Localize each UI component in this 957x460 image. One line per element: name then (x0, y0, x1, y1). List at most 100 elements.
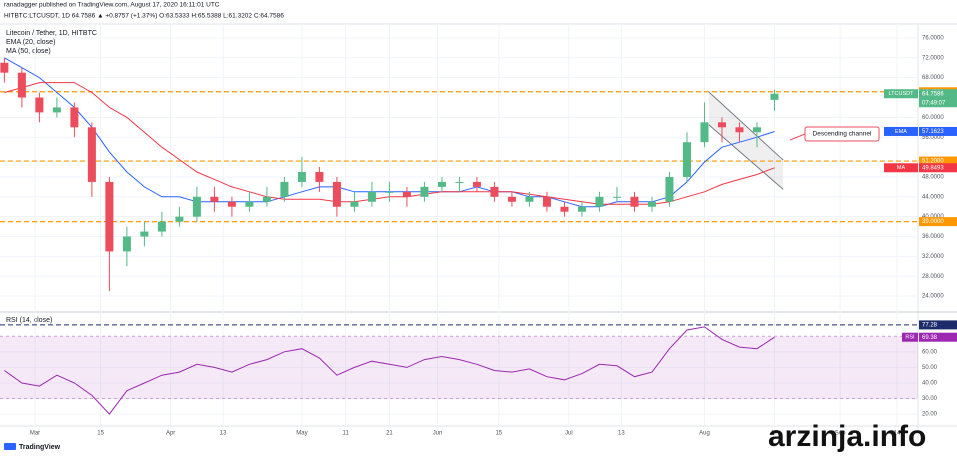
chart-title: Litecoin / Tether, 1D, HITBTC (6, 30, 97, 37)
candle-body (157, 221, 166, 232)
candle-body (700, 122, 709, 143)
candle-body (105, 181, 114, 252)
x-tick-label: Sep (835, 431, 846, 437)
candle-body (245, 201, 254, 207)
candle-body (35, 97, 44, 113)
price-badge (919, 89, 957, 108)
rsi-title: RSI (14, close) (6, 317, 52, 324)
level-badge-label: 51.2000 (922, 159, 944, 165)
candle-body (227, 201, 236, 207)
y-tick-label: 44.0000 (922, 194, 944, 200)
y-tick-label: 68.0000 (922, 75, 944, 81)
y-tick-label: 60.00 (922, 349, 938, 355)
y-tick-label: 28.0000 (922, 274, 944, 280)
annotation-pointer (789, 133, 806, 141)
x-tick-label: Jul (565, 431, 573, 437)
candle-body (542, 196, 551, 207)
y-tick-label: 30.00 (922, 396, 938, 402)
logo-mark (4, 443, 16, 450)
annotation: Descending channel (813, 131, 872, 138)
legend-entry: EMA (20, close) (6, 39, 55, 46)
candle-body (682, 142, 691, 177)
candle-body (52, 107, 61, 113)
candle-body (70, 107, 79, 128)
y-tick-label: 72.0000 (922, 55, 944, 61)
candle-body (420, 186, 429, 197)
candle-body (735, 127, 744, 133)
candle-body (665, 176, 674, 202)
y-tick-label: 48.0000 (922, 175, 944, 181)
price-badge (919, 126, 957, 136)
x-tick-label: 13 (220, 431, 227, 437)
candle-body (87, 127, 96, 182)
y-tick-label: 60.0000 (922, 115, 944, 121)
candle-body (192, 196, 201, 217)
price-badge (919, 163, 957, 173)
y-tick-label: 36.0000 (922, 234, 944, 240)
candle-body (332, 181, 341, 207)
countdown: 07:49:07 (922, 100, 946, 106)
candle-body (525, 196, 534, 202)
candle-body (280, 181, 289, 197)
x-tick-label: 14 (894, 431, 901, 437)
candle-body (402, 191, 411, 197)
candle-body (0, 62, 9, 73)
x-tick-label: Mar (30, 431, 40, 437)
y-tick-label: 24.0000 (922, 294, 944, 300)
x-tick-label: 13 (618, 431, 625, 437)
badge-name: LTCUSDT (889, 91, 915, 97)
candle-body (560, 206, 569, 212)
brand: TradingView (19, 444, 61, 451)
badge-name: MA (897, 165, 906, 171)
y-tick-label: 50.00 (922, 365, 938, 371)
x-tick-label: 15 (495, 431, 502, 437)
candle-body (490, 186, 499, 197)
rsi-level-label: 77.28 (922, 322, 938, 328)
candle-body (175, 216, 184, 222)
badge-name-box (884, 126, 918, 136)
price-badge-label: 57.1623 (922, 129, 944, 135)
x-tick-label: Jun (433, 431, 443, 437)
level-badge-label: 39.0000 (922, 219, 944, 225)
candle-body (595, 196, 604, 207)
y-tick-label: 32.0000 (922, 254, 944, 260)
candle-body (297, 171, 306, 182)
candle-body (350, 201, 359, 207)
x-tick-label: 11 (343, 431, 350, 437)
rsi-name-box (902, 332, 918, 342)
y-tick-label: 40.00 (922, 381, 938, 387)
y-tick-label: 56.0000 (922, 135, 944, 141)
candle-body (437, 181, 446, 187)
candle-body (770, 93, 779, 100)
candle-body (140, 231, 149, 237)
rsi-name: RSI (905, 335, 915, 341)
candle-body (367, 191, 376, 202)
candle-body (385, 191, 394, 193)
candle-body (612, 196, 621, 198)
rsi-line (4, 326, 775, 415)
rsi-level-badge (919, 320, 957, 330)
y-tick-label: 76.0000 (922, 36, 944, 42)
candle-body (455, 181, 464, 183)
x-tick-label: 21 (386, 431, 393, 437)
price-badge-label: 49.8493 (922, 165, 944, 171)
channel-line (708, 124, 784, 190)
annotation-box (804, 126, 880, 142)
price-badge-label: 64.7586 (922, 91, 944, 97)
rsi-badge (919, 332, 957, 342)
candle-body (577, 206, 586, 212)
candle-body (647, 201, 656, 207)
publisher-line: ranadagger published on TradingView.com,… (4, 2, 220, 9)
brand-logo: TradingView (4, 443, 61, 451)
rsi-badge-label: 69.38 (922, 335, 938, 341)
rsi-band (0, 336, 918, 399)
candle-body (122, 236, 131, 252)
level-badge (919, 156, 957, 166)
candle-body (17, 72, 26, 98)
x-tick-label: Aug (699, 431, 710, 437)
candle-body (507, 196, 516, 202)
badge-name-box (884, 163, 918, 173)
badge-name-box (884, 89, 918, 99)
